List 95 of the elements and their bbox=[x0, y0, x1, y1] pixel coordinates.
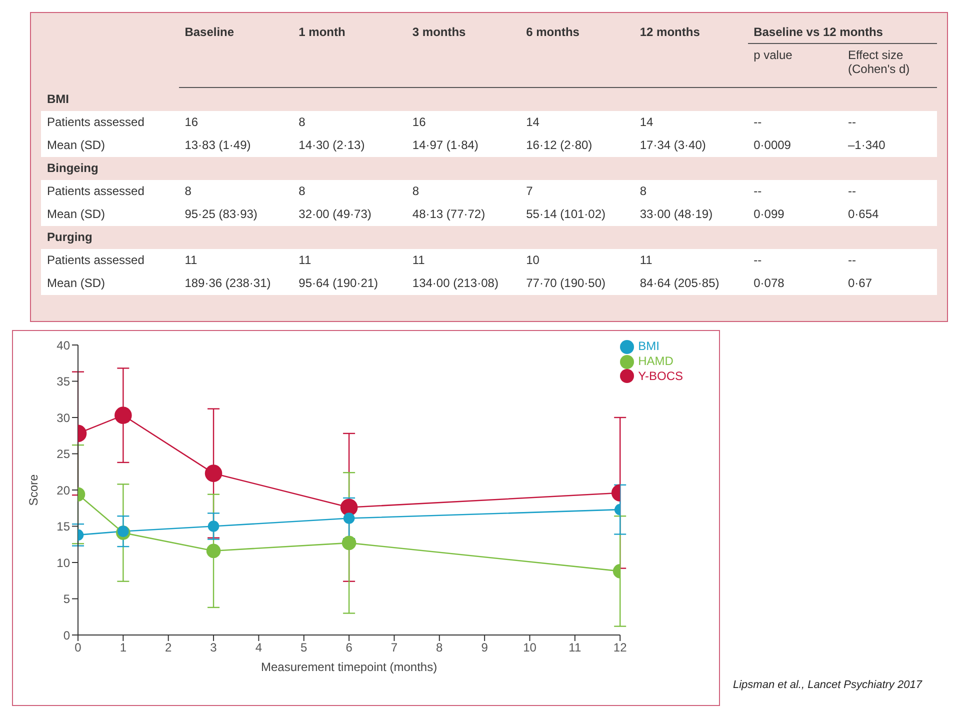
category-label: Purging bbox=[47, 230, 92, 244]
text: -- bbox=[754, 115, 762, 129]
text: -- bbox=[754, 253, 762, 267]
y-tick-label: 20 bbox=[56, 483, 70, 498]
text: 0·099 bbox=[754, 207, 784, 221]
text: 11 bbox=[298, 253, 312, 267]
category-label: Baseline bbox=[178, 21, 293, 88]
point bbox=[342, 536, 356, 550]
x-tick-label: 5 bbox=[300, 640, 308, 655]
legend-label: Y-BOCS bbox=[638, 368, 683, 383]
point bbox=[208, 520, 220, 532]
x-tick-label: 3 bbox=[210, 640, 218, 655]
x-tick-label: 6 bbox=[346, 640, 353, 655]
text: 17·34 (3·40) bbox=[640, 138, 706, 152]
text: 16 bbox=[184, 115, 198, 129]
x-tick-label: 2 bbox=[165, 640, 172, 655]
point bbox=[118, 526, 129, 537]
x-tick-label: 10 bbox=[523, 640, 537, 655]
text: 7 bbox=[526, 184, 533, 198]
text: 77·70 (190·50) bbox=[526, 276, 606, 290]
text: -- bbox=[848, 115, 856, 129]
y-tick-label: 30 bbox=[56, 410, 70, 425]
x-tick-label: 8 bbox=[436, 640, 444, 655]
text: Baseline vs 12 months bbox=[748, 21, 937, 44]
category-label: 12 months bbox=[634, 21, 748, 88]
text: 10 bbox=[526, 253, 540, 267]
y-axis-title: Score bbox=[26, 474, 40, 506]
text: 11 bbox=[640, 253, 652, 267]
category-label: 6 months bbox=[520, 21, 634, 88]
text: 8 bbox=[184, 184, 192, 198]
text: -- bbox=[848, 184, 856, 198]
x-tick-label: 12 bbox=[613, 640, 628, 655]
text: 0·078 bbox=[754, 276, 784, 290]
point bbox=[206, 544, 221, 558]
text: -- bbox=[754, 184, 762, 198]
x-tick-label: 9 bbox=[481, 640, 488, 655]
text: -- bbox=[848, 253, 856, 267]
text: 84·64 (205·85) bbox=[640, 276, 720, 290]
text: 14·30 (2·13) bbox=[298, 138, 365, 152]
x-axis-title: Measurement timepoint (months) bbox=[261, 660, 438, 674]
text: 13·83 (1·49) bbox=[184, 138, 251, 152]
text: –1·340 bbox=[848, 138, 886, 152]
category-label: p value bbox=[748, 44, 842, 88]
text: 95·25 (83·93) bbox=[184, 207, 258, 221]
point bbox=[343, 512, 355, 524]
category-label: Mean (SD) bbox=[47, 276, 106, 290]
x-tick-label: 0 bbox=[74, 640, 82, 655]
category-label: Patients assessed bbox=[47, 184, 144, 198]
text: 95·64 (190·21) bbox=[298, 276, 378, 290]
text: 32·00 (49·73) bbox=[298, 207, 372, 221]
category-label: Mean (SD) bbox=[47, 138, 106, 152]
legend-label: BMI bbox=[638, 339, 660, 353]
x-tick-label: 4 bbox=[255, 640, 262, 655]
y-tick-label: 25 bbox=[56, 447, 70, 462]
y-tick-label: 35 bbox=[56, 374, 70, 389]
text: 0·67 bbox=[848, 276, 872, 290]
category-label: 3 months bbox=[406, 21, 520, 88]
text: 8 bbox=[640, 184, 647, 198]
category-label: Patients assessed bbox=[47, 253, 144, 267]
text: 0·654 bbox=[848, 207, 879, 221]
x-tick-label: 11 bbox=[568, 640, 582, 655]
y-tick-label: 15 bbox=[56, 520, 70, 534]
text: 11 bbox=[184, 253, 198, 267]
text: 14 bbox=[526, 115, 540, 129]
y-tick-label: 5 bbox=[63, 592, 70, 606]
category-label: Patients assessed bbox=[47, 115, 144, 129]
text: 16 bbox=[412, 115, 426, 129]
text: 14 bbox=[640, 115, 654, 129]
text: 55·14 (101·02) bbox=[526, 207, 606, 221]
text: 14·97 (1·84) bbox=[412, 138, 478, 152]
x-tick-label: 7 bbox=[390, 640, 398, 655]
text: 33·00 (48·19) bbox=[640, 207, 713, 221]
category-label: Bingeing bbox=[47, 161, 98, 175]
y-tick-label: 40 bbox=[56, 338, 70, 352]
category-label: Mean (SD) bbox=[47, 207, 106, 221]
text: 8 bbox=[298, 184, 306, 198]
text: 11 bbox=[412, 253, 425, 267]
text: 0·0009 bbox=[754, 138, 791, 152]
text: 134·00 (213·08) bbox=[412, 276, 498, 290]
text: 189·36 (238·31) bbox=[184, 276, 271, 290]
text: 16·12 (2·80) bbox=[526, 138, 592, 152]
point bbox=[204, 464, 222, 482]
y-tick-label: 0 bbox=[63, 628, 70, 642]
category-label: BMI bbox=[47, 92, 69, 106]
text: 8 bbox=[298, 115, 306, 129]
point bbox=[340, 498, 358, 516]
category-label: Effect size (Cohen's d) bbox=[842, 44, 937, 88]
text: 48·13 (77·72) bbox=[412, 207, 486, 221]
text: Lipsman et al., Lancet Psychiatry 2017 bbox=[733, 679, 924, 691]
category-label: 1 month bbox=[292, 21, 406, 88]
text: 8 bbox=[412, 184, 420, 198]
y-tick-label: 10 bbox=[56, 556, 70, 570]
x-tick-label: 1 bbox=[120, 640, 127, 655]
point bbox=[114, 406, 132, 424]
legend-label: HAMD bbox=[638, 354, 674, 368]
